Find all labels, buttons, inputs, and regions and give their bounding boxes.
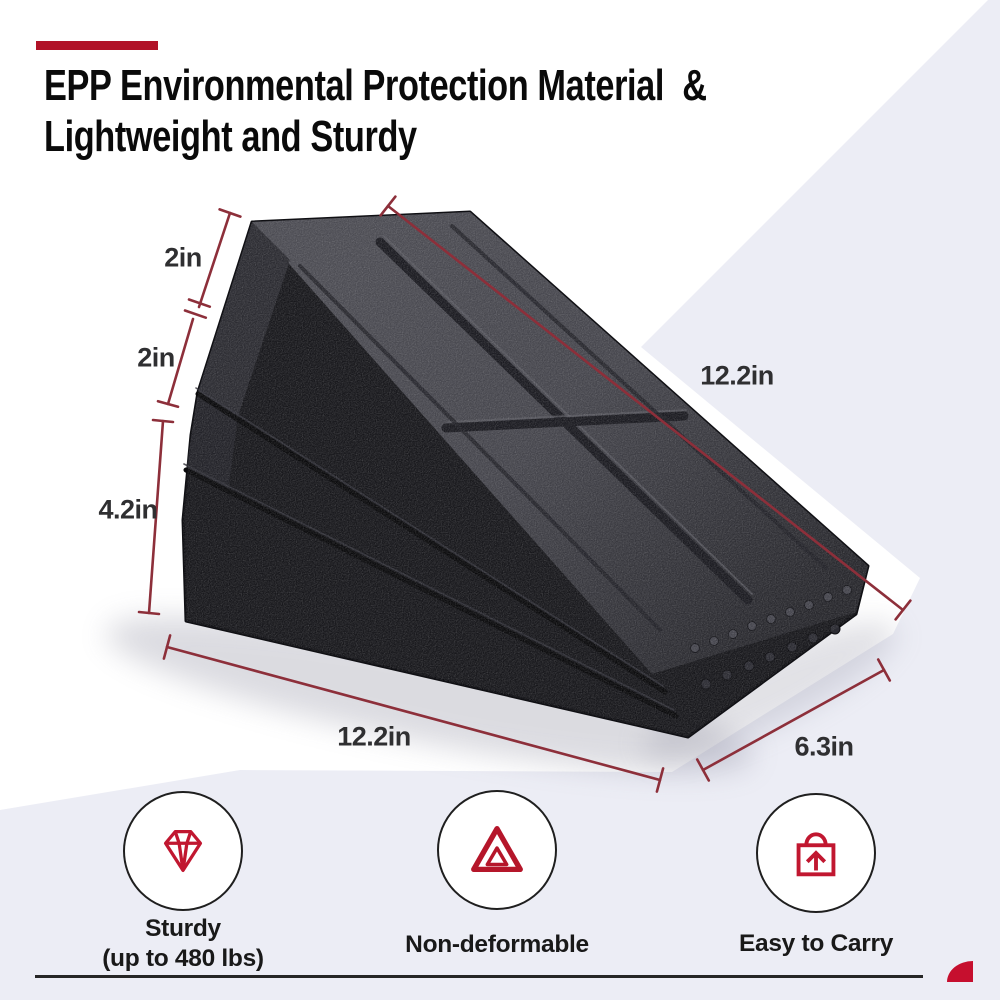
- feature-label-sturdy: Sturdy (up to 480 lbs): [33, 914, 333, 975]
- feature-badge-easy-to-carry: [756, 793, 876, 913]
- dim-label-base-length: 12.2in: [337, 721, 411, 752]
- feature-badge-sturdy: [123, 791, 243, 911]
- dim-label-slope-length: 12.2in: [700, 360, 774, 391]
- dim-label-middle-thickness: 2in: [137, 342, 175, 373]
- title-line-2: Lightweight and Sturdy: [44, 112, 417, 162]
- dim-label-bottom-thickness: 4.2in: [98, 494, 158, 525]
- feature-label-line: Sturdy: [145, 915, 221, 942]
- feature-sublabel-line: (up to 480 lbs): [102, 945, 264, 973]
- feature-badge-non-deformable: [437, 790, 557, 910]
- corner-accent-shape: [947, 961, 973, 982]
- diamond-icon: [163, 829, 203, 873]
- dimension-lines: [137, 195, 912, 793]
- dim-label-side-width: 6.3in: [794, 731, 854, 762]
- wedge-product-image: [181, 210, 870, 739]
- feature-label-line: Easy to Carry: [738, 930, 894, 957]
- feature-label-easy-to-carry: Easy to Carry: [666, 929, 966, 959]
- carry-bag-icon: [796, 832, 836, 877]
- title-line-1: EPP Environmental Protection Material &: [44, 61, 707, 110]
- dim-label-top-thickness: 2in: [164, 242, 202, 273]
- feature-label-line: Non-deformable: [405, 931, 589, 958]
- page-title: EPP Environmental Protection Material & L…: [44, 60, 707, 162]
- accent-bar: [36, 41, 158, 50]
- footer-divider: [35, 975, 923, 978]
- feature-label-non-deformable: Non-deformable: [347, 930, 647, 960]
- warning-triangle-icon: [471, 826, 523, 873]
